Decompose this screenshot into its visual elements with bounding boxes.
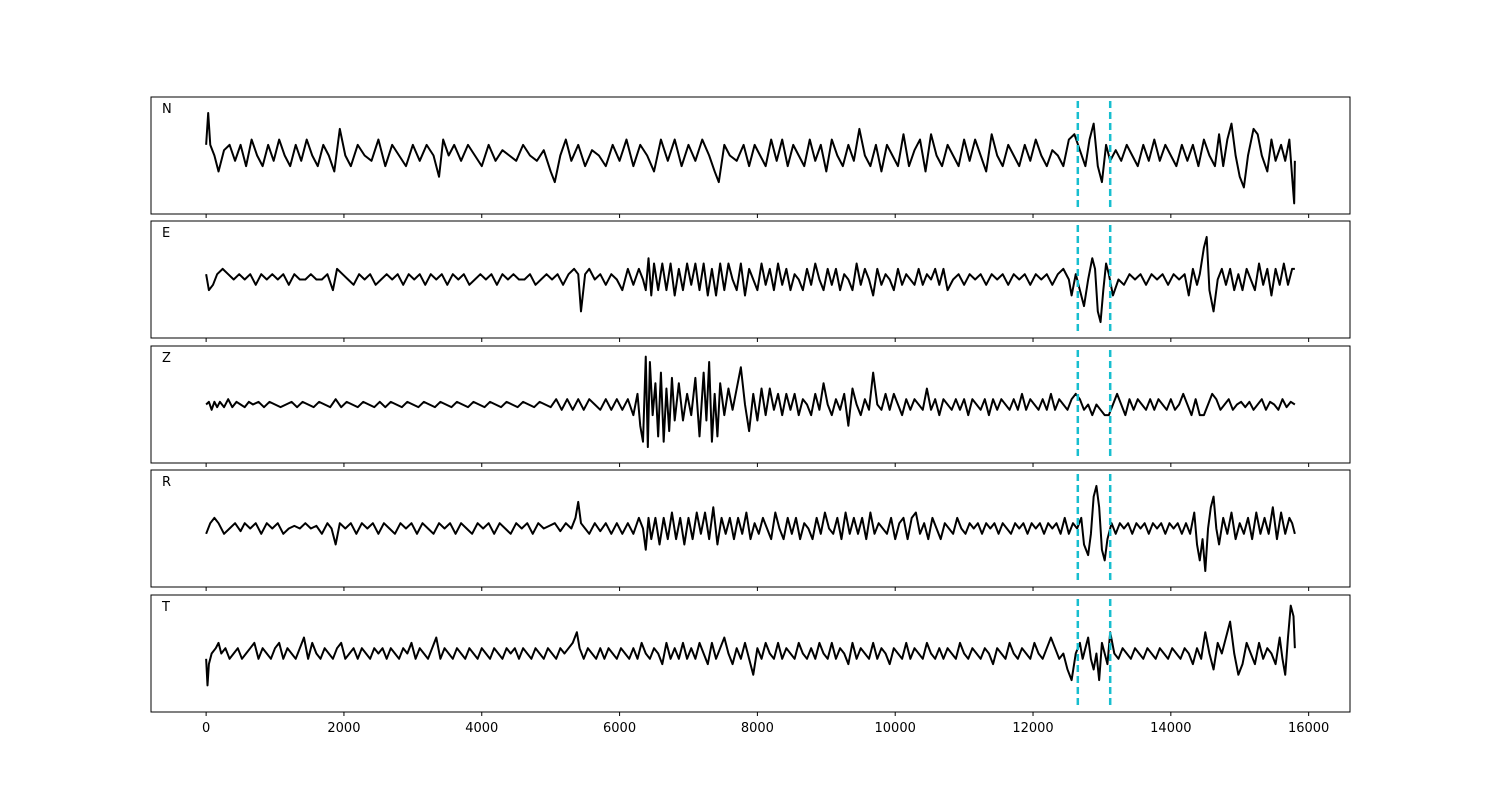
trace-n xyxy=(205,111,1296,205)
panel-z: Z xyxy=(150,345,1351,467)
x-tick-label: 6000 xyxy=(603,721,636,736)
panel-frame xyxy=(150,594,1351,713)
panel-frame xyxy=(150,96,1351,215)
panel-label: R xyxy=(162,475,171,490)
trace-t xyxy=(205,604,1296,687)
x-tick-label: 2000 xyxy=(327,721,360,736)
x-tick-label: 8000 xyxy=(741,721,774,736)
panel-label: T xyxy=(161,600,170,615)
panel-label: Z xyxy=(162,351,171,366)
panel-label: E xyxy=(162,226,170,241)
panel-frame xyxy=(150,469,1351,588)
panel-r: R xyxy=(150,469,1351,591)
x-tick-label: 12000 xyxy=(1012,721,1053,736)
x-tick-label: 0 xyxy=(202,721,210,736)
x-tick-label: 4000 xyxy=(465,721,498,736)
trace-r xyxy=(205,484,1296,573)
panel-n: N xyxy=(150,96,1351,218)
x-axis: 0 2000 4000 6000 8000 10000 12000 14000 16000 xyxy=(202,721,1329,736)
panel-frame xyxy=(150,345,1351,464)
trace-z xyxy=(205,355,1296,449)
x-tick-label: 10000 xyxy=(875,721,916,736)
panel-t: T xyxy=(150,594,1351,716)
panel-frame xyxy=(150,220,1351,339)
panel-stack: N E Z R T xyxy=(150,96,1351,716)
trace-e xyxy=(205,235,1295,324)
panel-label: N xyxy=(162,102,172,117)
x-tick-label: 16000 xyxy=(1288,721,1329,736)
x-tick-label: 14000 xyxy=(1150,721,1191,736)
panel-e: E xyxy=(150,220,1351,342)
